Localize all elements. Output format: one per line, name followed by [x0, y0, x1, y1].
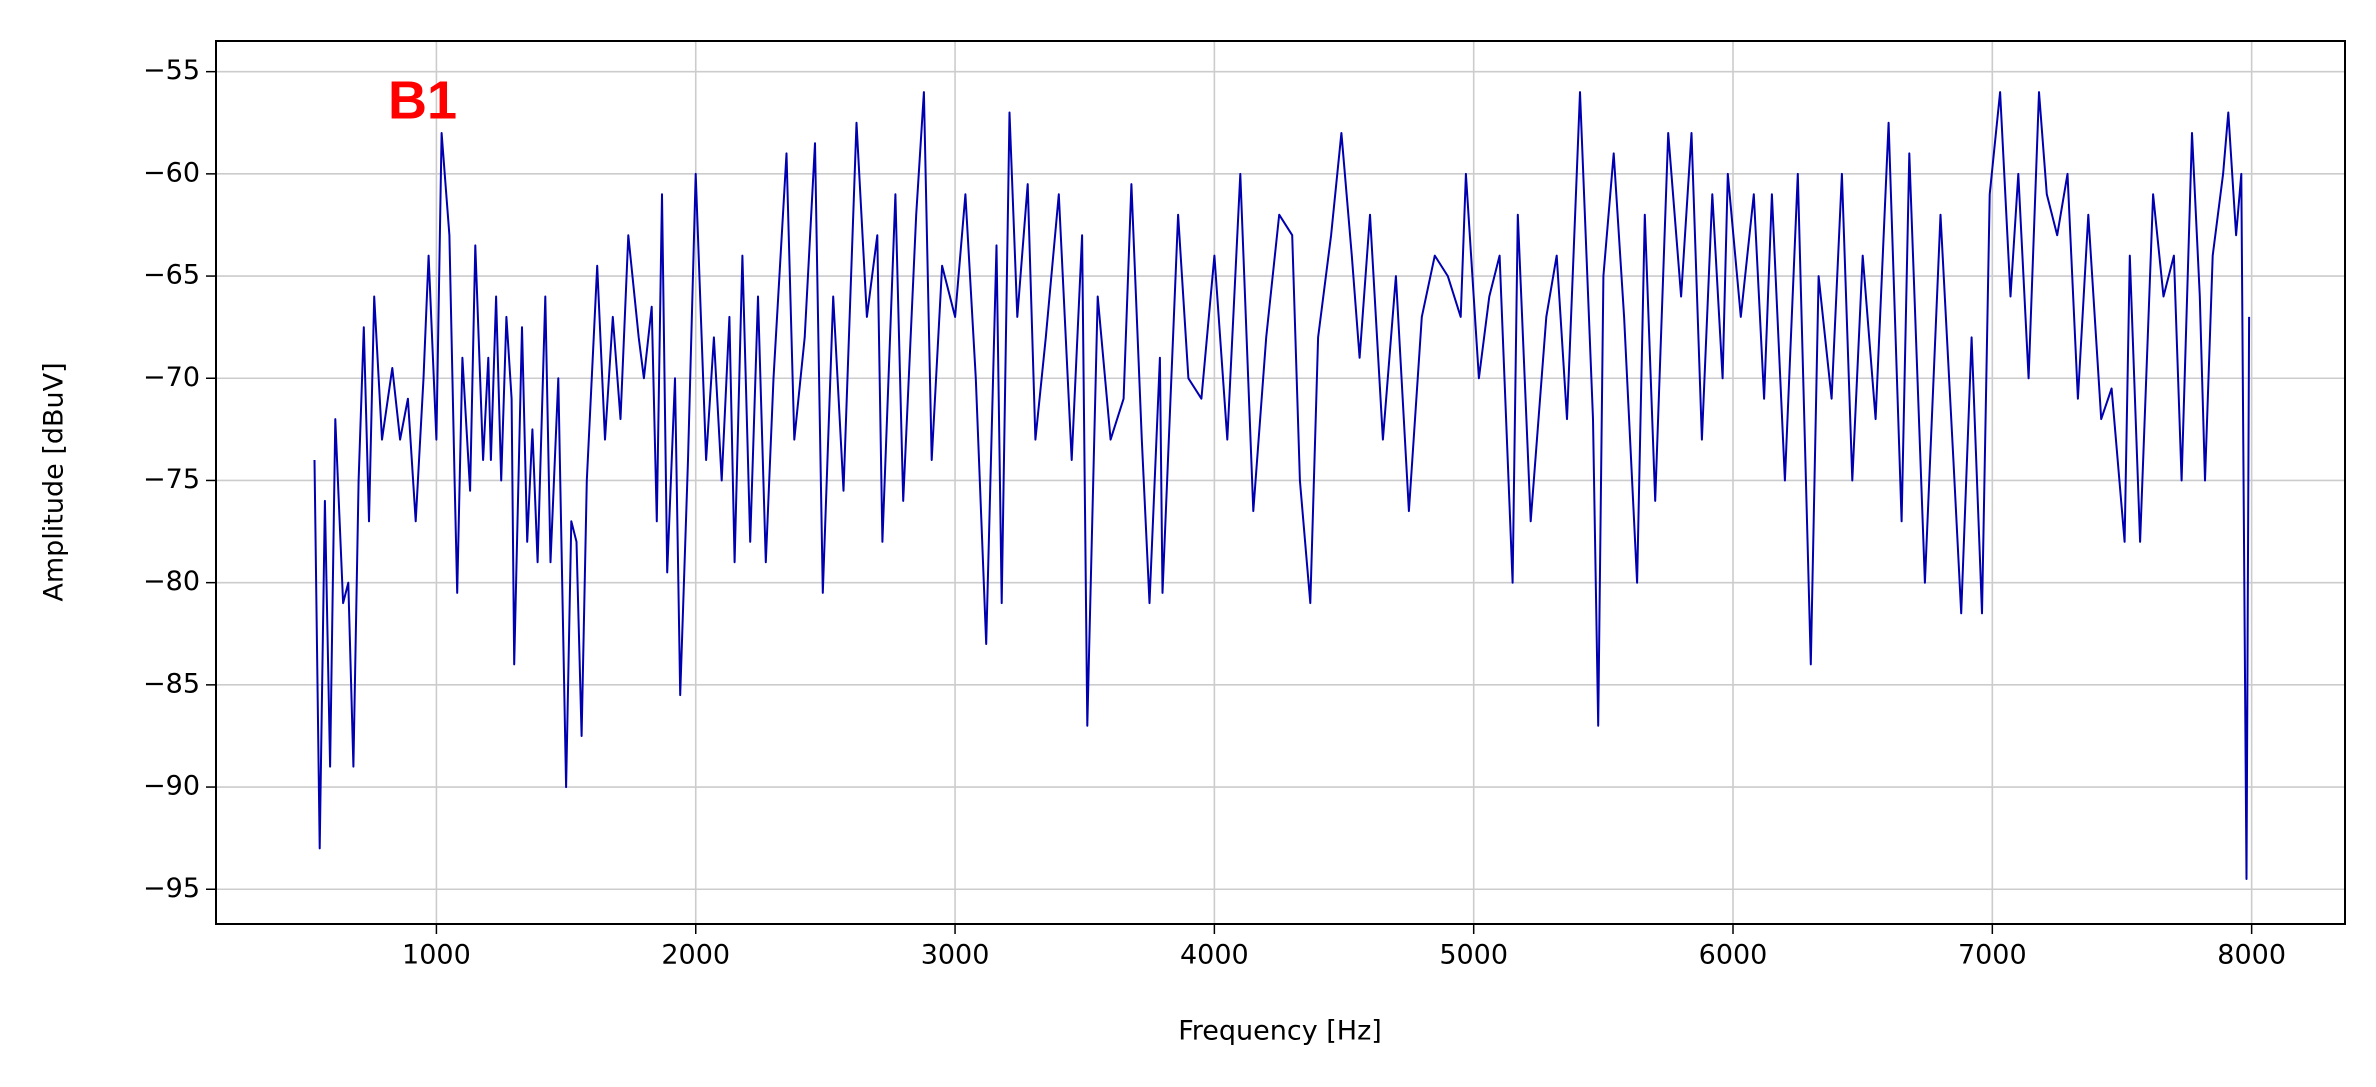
- x-tick-label: 2000: [661, 940, 730, 971]
- x-tick-label: 6000: [1699, 940, 1768, 971]
- y-tick-label: −70: [143, 362, 200, 393]
- y-tick-label: −65: [143, 260, 200, 291]
- y-tick-label: −55: [143, 55, 200, 86]
- y-tick-label: −60: [143, 157, 200, 188]
- y-axis-label: Amplitude [dBuV]: [39, 362, 70, 601]
- y-tick-label: −80: [143, 566, 200, 597]
- plot-frame: [215, 40, 2346, 925]
- x-tick-label: 1000: [402, 940, 471, 971]
- y-tick-label: −85: [143, 668, 200, 699]
- x-tick-label: 4000: [1180, 940, 1249, 971]
- x-tick-label: 8000: [2217, 940, 2286, 971]
- x-axis-label: Frequency [Hz]: [1178, 1016, 1382, 1047]
- y-tick-label: −95: [143, 873, 200, 904]
- x-tick-label: 7000: [1958, 940, 2027, 971]
- x-tick-label: 5000: [1439, 940, 1508, 971]
- x-tick-label: 3000: [921, 940, 990, 971]
- annotation: B1: [388, 70, 457, 130]
- data-line: [313, 91, 2251, 880]
- y-tick-label: −75: [143, 464, 200, 495]
- y-tick-label: −90: [143, 771, 200, 802]
